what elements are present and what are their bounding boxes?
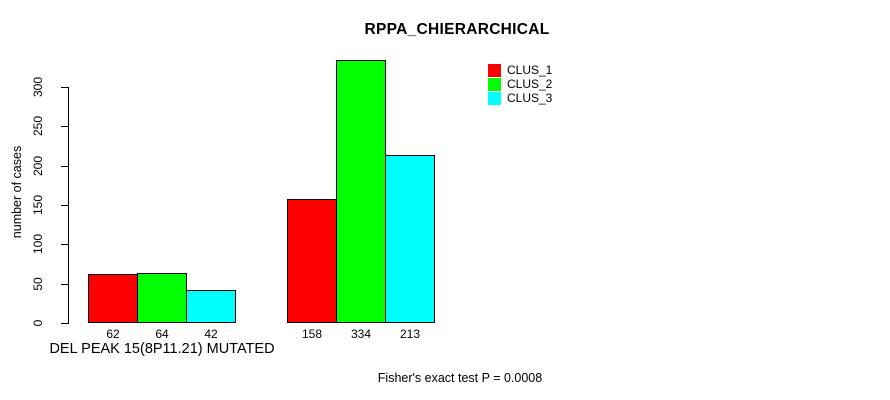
bar-value-label: 62 (106, 327, 120, 341)
bar-value-label: 158 (301, 327, 323, 341)
y-axis-tick (61, 284, 68, 285)
bar-clus_2-group-2 (336, 60, 386, 323)
bar-clus_1-group-1 (88, 274, 138, 323)
y-axis-tick-label: 250 (31, 115, 45, 137)
legend-swatch-clus_3 (488, 92, 501, 105)
legend-label-clus_3: CLUS_3 (507, 91, 553, 105)
legend-label-clus_1: CLUS_1 (507, 63, 553, 77)
bar-value-label: 42 (204, 327, 218, 341)
y-axis-tick-label: 100 (31, 233, 45, 255)
y-axis-tick-label: 200 (31, 155, 45, 177)
fishers-test-annotation: Fisher's exact test P = 0.0008 (377, 371, 543, 385)
bar-value-label: 213 (399, 327, 421, 341)
y-axis-tick-label: 300 (31, 76, 45, 98)
legend-swatch-clus_2 (488, 78, 501, 91)
bar-value-label: 334 (350, 327, 372, 341)
legend-label-clus_2: CLUS_2 (507, 77, 553, 91)
y-axis-line (68, 87, 69, 324)
y-axis-tick-label: 150 (31, 194, 45, 216)
y-axis-tick (61, 87, 68, 88)
y-axis-tick-label: 0 (31, 319, 45, 327)
y-axis-tick (61, 244, 68, 245)
y-axis-tick (61, 323, 68, 324)
bar-value-label: 64 (155, 327, 169, 341)
y-axis-tick (61, 166, 68, 167)
y-axis-tick-label: 50 (31, 277, 45, 291)
bar-clus_3-group-2 (385, 155, 435, 323)
bar-clus_3-group-1 (186, 290, 236, 323)
chart-title: RPPA_CHIERARCHICAL (364, 21, 550, 38)
legend-swatch-clus_1 (488, 64, 501, 77)
bar-clus_2-group-1 (137, 273, 187, 323)
y-axis-tick (61, 126, 68, 127)
x-group-label: DEL PEAK 15(8P11.21) MUTATED (49, 341, 275, 357)
bar-clus_1-group-2 (287, 199, 337, 323)
y-axis-tick (61, 205, 68, 206)
